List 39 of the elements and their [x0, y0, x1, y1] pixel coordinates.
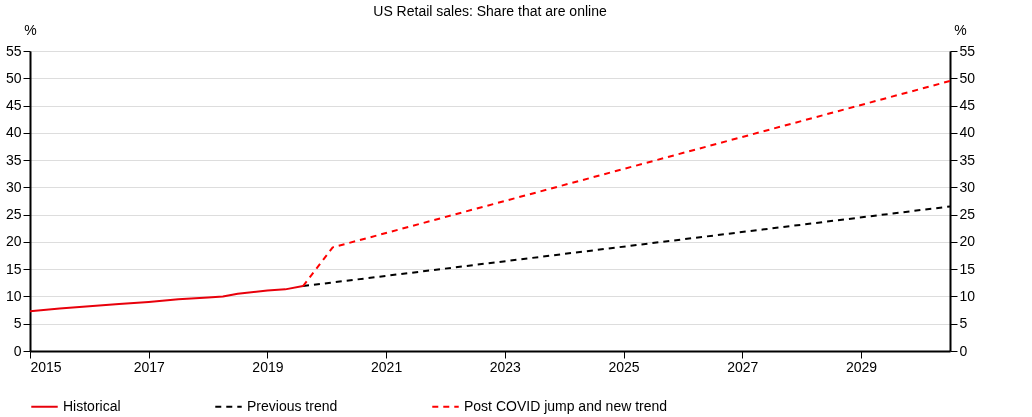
y2-tick-label: 50 [959, 69, 976, 86]
y-tick-label: 50 [5, 69, 22, 86]
y2-tick-label: 35 [959, 151, 976, 168]
y2-tick-label: 25 [959, 206, 976, 223]
legend-label: Historical [63, 397, 121, 414]
x-tick-label: 2023 [489, 358, 522, 375]
y2-axis-title: % [954, 21, 967, 38]
y-tick-label: 25 [5, 206, 22, 223]
legend-label: Previous trend [247, 397, 338, 414]
y2-tick-label: 20 [959, 233, 976, 250]
x-tick-label: 2029 [845, 358, 878, 375]
y-tick-label: 20 [5, 233, 22, 250]
y-tick-label: 55 [5, 42, 22, 59]
y-tick-label: 45 [5, 97, 22, 114]
y-tick-label: 30 [5, 178, 22, 195]
x-tick-label: 2027 [727, 358, 759, 375]
y-tick-label: 35 [5, 151, 22, 168]
y-axis-title: % [24, 21, 37, 38]
y-tick-label: 10 [5, 287, 22, 304]
legend-label: Post COVID jump and new trend [464, 397, 668, 414]
y2-tick-label: 30 [959, 178, 976, 195]
y2-tick-label: 0 [959, 342, 968, 359]
y2-tick-label: 40 [959, 124, 976, 141]
y-tick-label: 0 [13, 342, 22, 359]
y2-tick-label: 45 [959, 97, 976, 114]
y2-tick-label: 10 [959, 287, 976, 304]
x-tick-label: 2019 [252, 358, 284, 375]
y2-tick-label: 55 [959, 42, 976, 59]
x-tick-label: 2021 [371, 358, 403, 375]
line-series [30, 285, 305, 313]
x-tick-label: 2015 [30, 358, 62, 375]
y-tick-label: 15 [5, 260, 22, 277]
y2-tick-label: 15 [959, 260, 976, 277]
x-tick-label: 2017 [133, 358, 165, 375]
y-tick-label: 5 [13, 315, 22, 332]
y-tick-label: 40 [5, 124, 22, 141]
x-tick-label: 2025 [608, 358, 640, 375]
chart-title: US Retail sales: Share that are online [373, 3, 607, 19]
y2-tick-label: 5 [959, 315, 968, 332]
